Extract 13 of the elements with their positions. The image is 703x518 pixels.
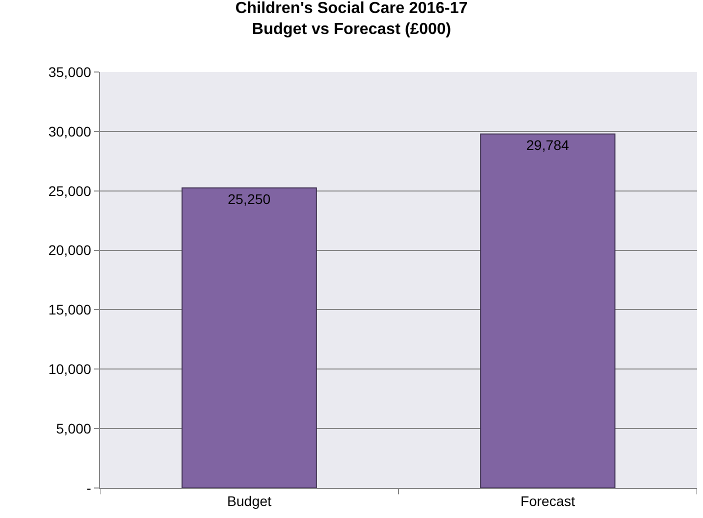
y-tick-label: 20,000	[48, 242, 92, 258]
y-tick-label: 30,000	[48, 123, 92, 140]
y-tick-label: 10,000	[48, 361, 92, 378]
y-tick-label: 5,000	[56, 420, 92, 436]
x-tick-label: Budget	[227, 492, 272, 509]
data-label: 29,784	[526, 137, 570, 153]
y-tick-label: 15,000	[48, 302, 92, 318]
y-tick-label: 35,000	[48, 64, 92, 80]
data-label: 25,250	[228, 190, 271, 207]
y-tick-label: -	[86, 480, 92, 496]
x-tick-label: Forecast	[520, 492, 576, 509]
y-tick-label: 25,000	[48, 182, 92, 199]
chart-title: Children's Social Care 2016-17 Budget vs Forecast (£000)	[235, 0, 468, 38]
